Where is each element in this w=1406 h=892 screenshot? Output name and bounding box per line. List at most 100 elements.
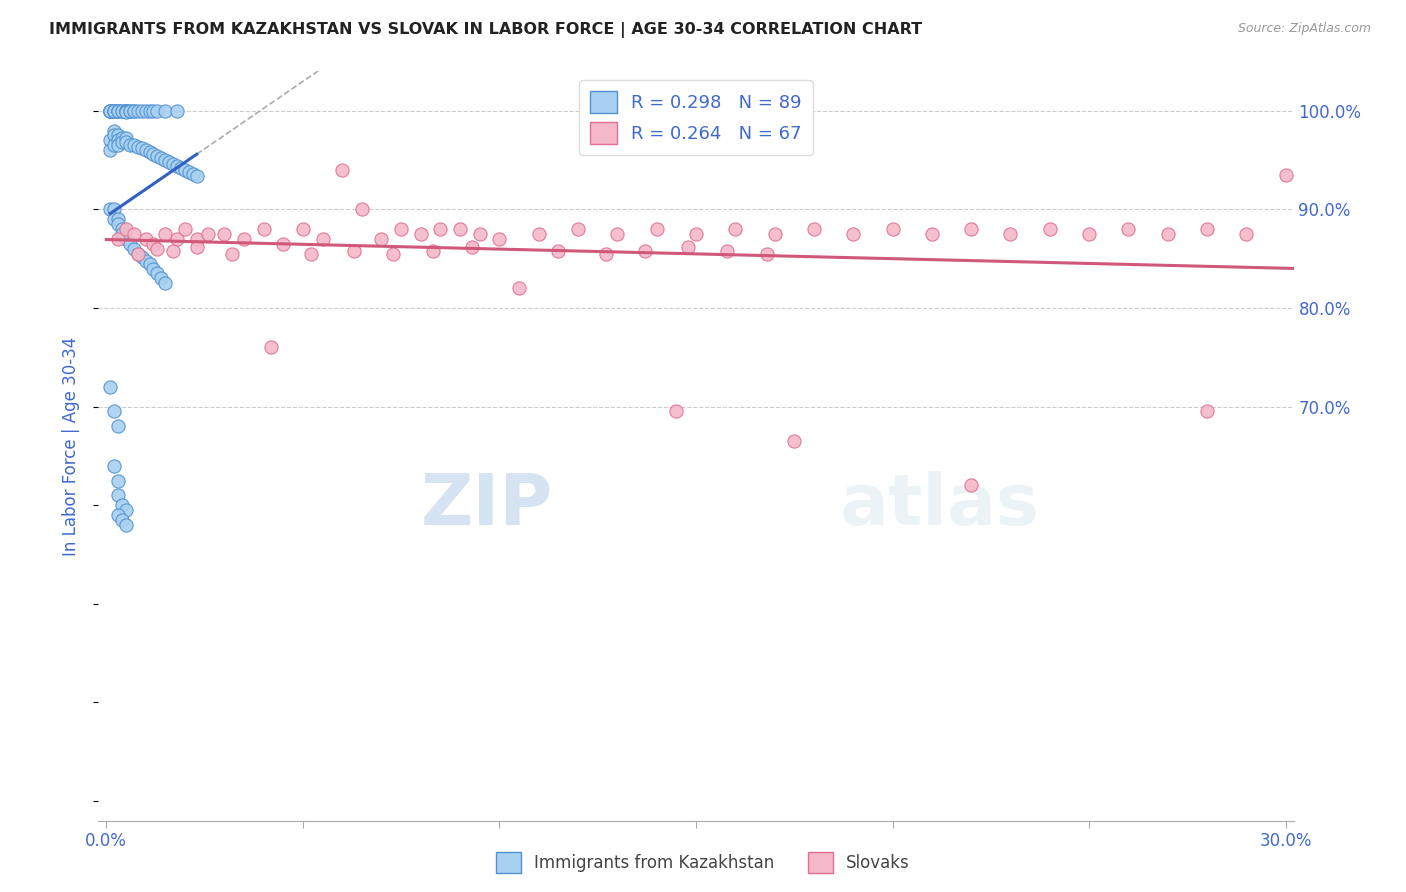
Point [131,250,153,264]
Point [146,242,169,256]
Point [170,161,193,175]
Point [103,138,125,153]
Point [107,474,129,488]
Point [111,136,134,150]
Point [107,128,129,143]
Point [1274,168,1296,182]
Point [155,153,177,167]
Point [370,232,392,246]
Point [155,103,177,118]
Point [676,240,699,254]
Point [135,143,157,157]
Point [98,133,121,147]
Point [111,131,134,145]
Point [645,222,668,236]
Point [98,103,121,118]
Point [107,488,129,502]
Point [111,227,134,241]
Point [98,103,121,118]
Point [606,227,628,241]
Point [103,123,125,137]
Point [115,517,138,532]
Text: Source: ZipAtlas.com: Source: ZipAtlas.com [1237,22,1371,36]
Point [252,222,274,236]
Point [960,478,983,492]
Point [122,103,145,118]
Point [311,232,333,246]
Point [461,240,484,254]
Point [803,222,825,236]
Point [150,151,173,165]
Point [142,236,165,251]
Point [1195,404,1218,418]
Point [142,261,165,276]
Point [118,138,141,153]
Point [595,246,617,260]
Text: atlas: atlas [839,472,1039,541]
Point [162,244,184,258]
Point [127,140,149,154]
Point [115,103,138,118]
Point [271,236,294,251]
Point [111,103,134,118]
Point [107,508,129,522]
Point [166,103,188,118]
Point [138,145,160,160]
Point [157,155,180,169]
Point [409,227,432,241]
Point [177,165,200,179]
Point [98,380,121,394]
Y-axis label: In Labor Force | Age 30-34: In Labor Force | Age 30-34 [62,336,80,556]
Point [755,246,778,260]
Point [181,167,204,181]
Point [127,103,149,118]
Point [1039,222,1062,236]
Point [115,103,138,118]
Point [142,147,165,161]
Point [118,103,141,118]
Point [107,419,129,434]
Point [107,232,129,246]
Point [118,103,141,118]
Point [547,244,569,258]
Point [111,222,134,236]
Point [122,242,145,256]
Point [1078,227,1101,241]
Point [98,103,121,118]
Point [103,103,125,118]
Text: ZIP: ZIP [420,472,553,541]
Point [103,404,125,418]
Point [1000,227,1022,241]
Point [960,222,983,236]
Point [665,404,688,418]
Point [146,267,169,281]
Point [382,246,405,260]
Point [449,222,471,236]
Point [1234,227,1257,241]
Point [107,103,129,118]
Point [107,138,129,153]
Legend: Immigrants from Kazakhstan, Slovaks: Immigrants from Kazakhstan, Slovaks [489,846,917,880]
Point [350,202,373,217]
Point [783,434,806,448]
Point [135,232,157,246]
Point [488,232,510,246]
Point [115,503,138,517]
Point [197,227,219,241]
Point [155,277,177,291]
Point [716,244,738,258]
Point [115,104,138,119]
Point [127,246,149,260]
Point [138,103,160,118]
Point [138,257,160,271]
Point [221,246,243,260]
Point [122,227,145,241]
Point [724,222,747,236]
Point [842,227,865,241]
Point [98,143,121,157]
Point [131,103,153,118]
Point [186,169,208,183]
Point [389,222,412,236]
Point [107,133,129,147]
Point [122,138,145,153]
